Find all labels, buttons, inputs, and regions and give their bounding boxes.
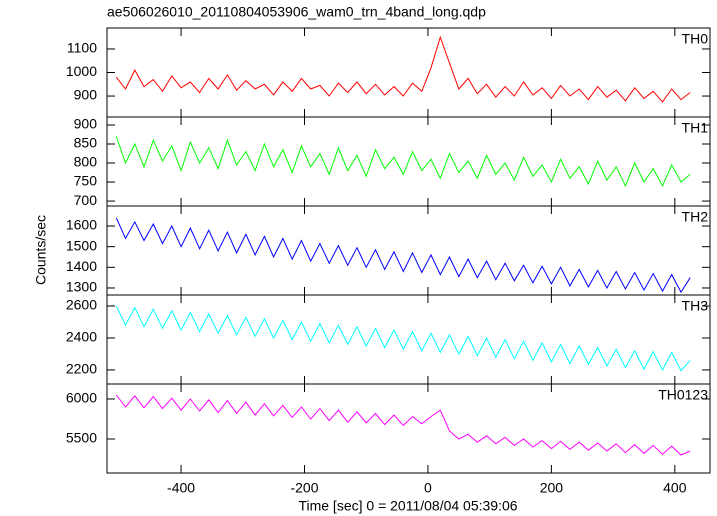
- series-line: [115, 35, 691, 103]
- x-tick-label: -200: [290, 480, 318, 496]
- y-tick-label: 6000: [66, 390, 97, 406]
- panel-frame: [106, 205, 711, 296]
- y-tick-label: 2600: [66, 297, 97, 313]
- chart-title: ae506026010_20110804053906_wam0_trn_4ban…: [107, 4, 486, 20]
- panel-frame: [106, 383, 711, 474]
- y-tick-label: 2400: [66, 329, 97, 345]
- y-tick-label: 5500: [66, 430, 97, 446]
- panel-label: TH1: [682, 120, 709, 136]
- y-tick-label: 1600: [66, 217, 97, 233]
- y-tick-label: 900: [74, 87, 98, 103]
- x-axis-label: Time [sec] 0 = 2011/08/04 05:39:06: [298, 498, 517, 514]
- panel-label: TH2: [682, 209, 709, 225]
- y-tick-label: 1500: [66, 237, 97, 253]
- y-tick-label: 750: [74, 173, 98, 189]
- y-tick-label: 850: [74, 135, 98, 151]
- y-tick-label: 1400: [66, 258, 97, 274]
- y-tick-label: 900: [74, 116, 98, 132]
- panel-label: TH0123: [658, 387, 708, 403]
- x-tick-label: 0: [424, 480, 432, 496]
- series-line: [115, 305, 691, 372]
- y-tick-label: 1100: [67, 40, 97, 56]
- series-line: [115, 136, 691, 188]
- y-tick-label: 1300: [66, 279, 97, 295]
- y-tick-label: 800: [74, 154, 98, 170]
- panel-frame: [106, 27, 711, 118]
- x-tick-label: 200: [540, 480, 564, 496]
- y-axis-label: Counts/sec: [33, 215, 49, 285]
- x-tick-label: 400: [663, 480, 687, 496]
- panel-label: TH0: [682, 31, 709, 47]
- y-tick-label: 1000: [66, 63, 97, 79]
- x-tick-label: -400: [167, 480, 195, 496]
- y-tick-label: 2200: [66, 361, 97, 377]
- series-line: [115, 217, 691, 294]
- series-line: [115, 394, 691, 456]
- y-tick-label: 700: [74, 192, 98, 208]
- panel-label: TH3: [682, 298, 709, 314]
